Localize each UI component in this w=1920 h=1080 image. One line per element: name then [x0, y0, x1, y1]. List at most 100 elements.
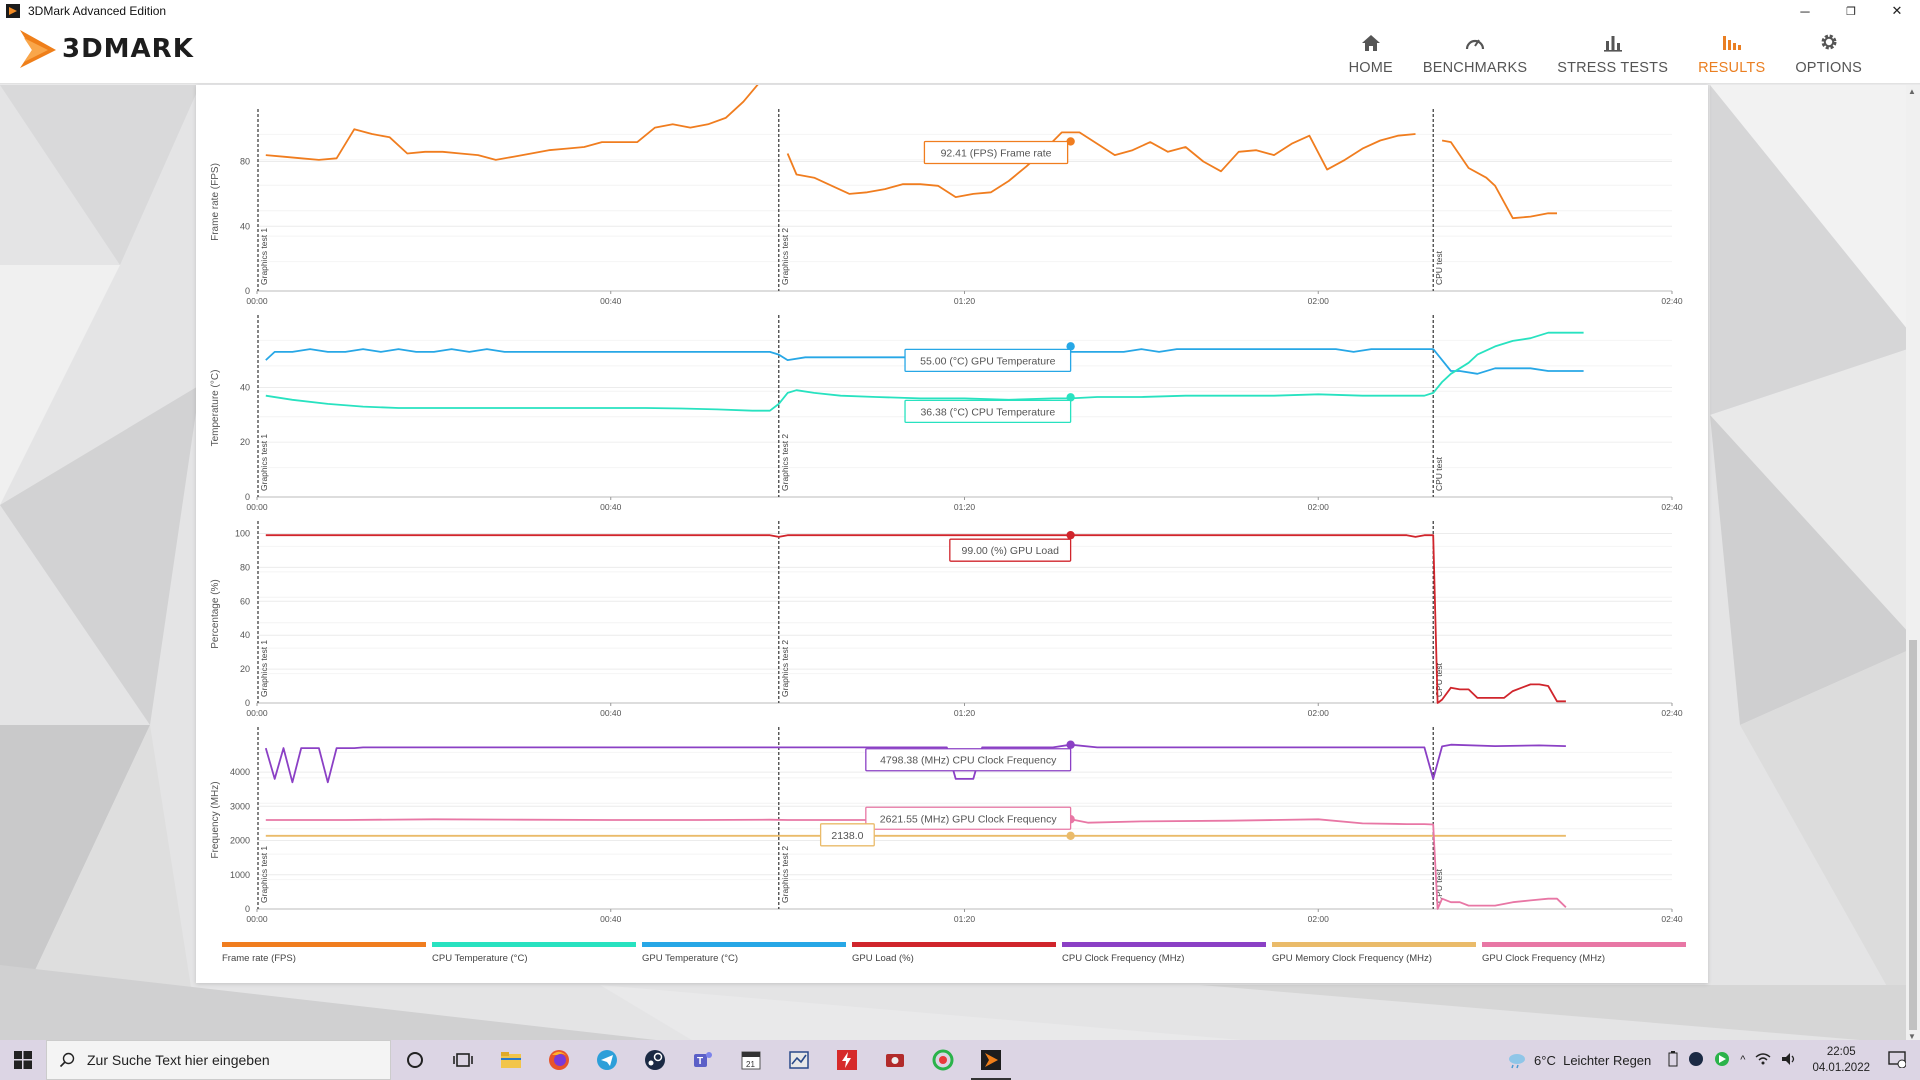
chevron-up-icon[interactable]: ^	[1740, 1054, 1746, 1066]
y-tick-label: 80	[240, 562, 250, 572]
calendar-app-icon: 21	[741, 1051, 761, 1070]
taskbar-teams[interactable]: T	[679, 1040, 727, 1080]
close-button[interactable]: ✕	[1891, 3, 1903, 18]
taskbar-calendar-app[interactable]: 21	[727, 1040, 775, 1080]
results-card: 0 40 80 00:00 00:40 01:20 02:00 02:40 Frame rate…	[196, 85, 1708, 983]
taskbar-media-app[interactable]	[871, 1040, 919, 1080]
y-tick-label: 40	[240, 221, 250, 231]
legend-label: GPU Clock Frequency (MHz)	[1482, 953, 1605, 964]
scroll-down-arrow-icon[interactable]: ▼	[1908, 1032, 1916, 1041]
series-line	[265, 534, 1566, 704]
file-explorer-icon	[501, 1052, 521, 1068]
cortana-button[interactable]	[391, 1040, 439, 1080]
search-placeholder: Zur Suche Text hier eingeben	[87, 1052, 270, 1068]
main-nav: HOME BENCHMARKS STRESS TESTS RESULTS OPT…	[1319, 30, 1862, 76]
page-scrollbar[interactable]: ▲ ▼	[1906, 85, 1920, 1043]
legend-item[interactable]: GPU Load (%)	[852, 942, 1056, 964]
notifications-icon[interactable]	[1888, 1050, 1907, 1071]
steam-tray-icon[interactable]	[1688, 1051, 1704, 1070]
wifi-icon[interactable]	[1755, 1052, 1771, 1069]
gear-icon	[1819, 30, 1839, 52]
nav-results[interactable]: RESULTS	[1698, 30, 1765, 76]
tooltip-box	[904, 348, 1072, 373]
taskbar-system-tool[interactable]	[775, 1040, 823, 1080]
test-marker-label: Graphics test 2	[780, 434, 790, 491]
taskbar-firefox[interactable]	[535, 1040, 583, 1080]
x-tick-label: 00:40	[600, 502, 622, 512]
cursor-dot	[1066, 831, 1075, 841]
taskbar-flash-app[interactable]	[823, 1040, 871, 1080]
chart-panel-2: 0 20 40 60 80 100 00:00 00:40 01:20 02:00 02:40 Per…	[210, 521, 1683, 718]
legend-item[interactable]: Frame rate (FPS)	[222, 942, 426, 964]
cursor-dot	[1066, 393, 1075, 402]
legend-item[interactable]: CPU Temperature (°C)	[432, 942, 636, 964]
legend-swatch	[852, 942, 1056, 947]
legend-item[interactable]: GPU Clock Frequency (MHz)	[1482, 942, 1686, 964]
3dmark-logo[interactable]: 3DMARK	[18, 28, 194, 70]
legend-item[interactable]: CPU Clock Frequency (MHz)	[1062, 942, 1266, 964]
3dmark-app-icon	[981, 1050, 1001, 1070]
test-marker-label: CPU test	[1434, 662, 1444, 697]
system-tool-icon	[789, 1051, 809, 1069]
taskbar-clock[interactable]: 22:05 04.01.2022	[1812, 1044, 1870, 1076]
app-header: 3DMARK HOME BENCHMARKS STRESS TESTS RESU…	[0, 22, 1920, 84]
series-line	[264, 743, 1566, 784]
test-marker-label: CPU test	[1434, 868, 1444, 903]
scroll-up-arrow-icon[interactable]: ▲	[1908, 87, 1916, 96]
scrollbar-thumb[interactable]	[1909, 640, 1917, 1030]
steam-icon	[645, 1050, 665, 1070]
legend-item[interactable]: GPU Temperature (°C)	[642, 942, 846, 964]
y-axis-label: Temperature (°C)	[210, 370, 221, 447]
legend-item[interactable]: GPU Memory Clock Frequency (MHz)	[1272, 942, 1476, 964]
battery-icon[interactable]	[1668, 1050, 1678, 1070]
taskbar-telegram[interactable]	[583, 1040, 631, 1080]
task-view-button[interactable]	[439, 1040, 487, 1080]
y-tick-label: 100	[235, 528, 250, 538]
gauge-icon	[1464, 30, 1486, 52]
nav-home[interactable]: HOME	[1349, 30, 1393, 76]
y-tick-label: 0	[245, 698, 250, 708]
taskbar-steam[interactable]	[631, 1040, 679, 1080]
search-icon	[59, 1052, 75, 1068]
x-tick-label: 02:40	[1661, 708, 1683, 718]
legend-label: CPU Clock Frequency (MHz)	[1062, 953, 1185, 964]
tooltip-box	[865, 748, 1072, 772]
nav-benchmarks[interactable]: BENCHMARKS	[1423, 30, 1527, 76]
weather-widget[interactable]: 6°C Leichter Regen	[1506, 1051, 1651, 1069]
x-tick-label: 00:00	[246, 914, 268, 924]
cursor-dot	[1066, 740, 1075, 749]
start-button[interactable]	[0, 1040, 46, 1080]
nav-stress-tests[interactable]: STRESS TESTS	[1557, 30, 1668, 76]
volume-icon[interactable]	[1781, 1052, 1797, 1069]
chart-panel-1: 0 20 40 00:00 00:40 01:20 02:00 02:40 Temperatur…	[210, 315, 1683, 512]
y-tick-label: 20	[240, 437, 250, 447]
tooltip-box	[923, 140, 1069, 165]
nav-stress-tests-label: STRESS TESTS	[1557, 60, 1669, 76]
tooltip-text: 99.00 (%) GPU Load	[961, 545, 1059, 557]
tooltip-box	[819, 823, 875, 847]
tooltip-text: 92.41 (FPS) Frame rate	[941, 147, 1052, 159]
nav-options-label: OPTIONS	[1795, 60, 1862, 76]
restore-button[interactable]: ❐	[1846, 5, 1856, 18]
cloud-rain-icon	[1509, 1054, 1526, 1069]
detailed-monitoring-charts: 0 40 80 00:00 00:40 01:20 02:00 02:40 Frame rate…	[210, 85, 1683, 924]
x-tick-label: 01:20	[954, 914, 976, 924]
taskbar-search-box[interactable]: Zur Suche Text hier eingeben	[46, 1040, 391, 1080]
taskbar-file-explorer[interactable]	[487, 1040, 535, 1080]
chart-legend: Frame rate (FPS) CPU Temperature (°C) GPU …	[222, 942, 1686, 964]
taskbar-3dmark[interactable]	[967, 1040, 1015, 1080]
tooltip-text: 4798.38 (MHz) CPU Clock Frequency	[880, 755, 1057, 767]
cursor-dot	[1066, 137, 1075, 146]
y-tick-label: 1000	[230, 870, 250, 880]
green-app-tray-icon[interactable]	[1714, 1051, 1730, 1070]
legend-swatch	[222, 942, 426, 947]
taskbar-browser-app[interactable]	[919, 1040, 967, 1080]
flash-app-icon	[837, 1050, 857, 1070]
nav-options[interactable]: OPTIONS	[1795, 30, 1862, 76]
x-tick-label: 01:20	[954, 708, 976, 718]
tooltip-text: 2621.55 (MHz) GPU Clock Frequency	[880, 813, 1058, 825]
tooltip-text: 2138.0	[831, 830, 863, 842]
test-marker-label: Graphics test 1	[259, 640, 269, 697]
minimize-button[interactable]: ─	[1800, 3, 1810, 19]
legend-label: Frame rate (FPS)	[222, 953, 296, 964]
